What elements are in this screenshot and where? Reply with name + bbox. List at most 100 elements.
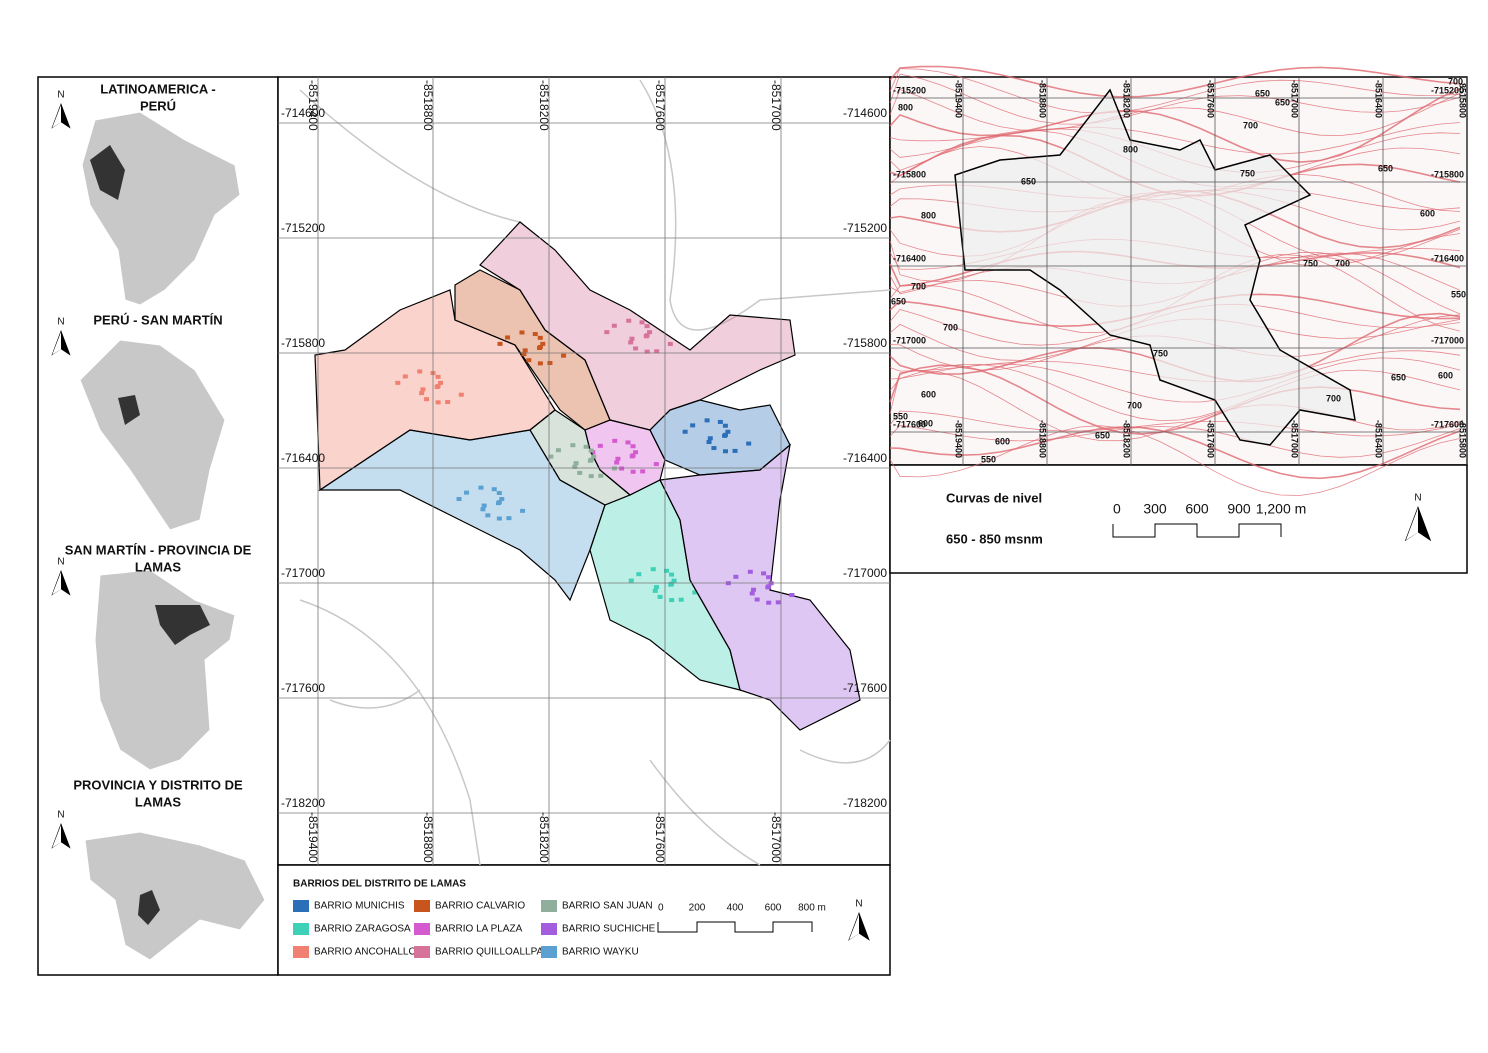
legend-label: BARRIO MUNICHIS <box>314 901 405 912</box>
legend-swatch <box>414 923 430 935</box>
building <box>464 490 470 495</box>
contour-line <box>889 65 1461 98</box>
north-label: N <box>57 90 64 101</box>
y-grid-label: -717600 <box>843 681 887 695</box>
building <box>591 454 597 459</box>
building <box>561 353 567 358</box>
legend-swatch <box>293 900 309 912</box>
building <box>761 571 767 576</box>
contour-line <box>889 68 1461 114</box>
building <box>639 320 645 325</box>
x-grid-label: -8518200 <box>1122 420 1132 458</box>
legend-label: BARRIO ZARAGOSA <box>314 924 411 935</box>
locator-title: PROVINCIA Y DISTRITO DE <box>73 777 243 792</box>
contour-label: 700 <box>911 281 926 291</box>
x-grid-label: -8519400 <box>954 80 964 118</box>
contour-label: 800 <box>1123 144 1138 154</box>
building <box>682 429 688 434</box>
x-grid-label: -8518800 <box>1038 80 1048 118</box>
province-map <box>84 831 266 961</box>
x-grid-label: -8517000 <box>769 80 783 131</box>
north-arrow-half <box>849 914 859 940</box>
building <box>722 449 728 454</box>
road <box>299 89 521 223</box>
building <box>653 462 659 467</box>
x-grid-label: -8517000 <box>769 812 783 863</box>
scale-label: 600 <box>765 903 782 914</box>
scale-label: 600 <box>1185 501 1209 517</box>
lamas-highlight <box>155 605 210 645</box>
building <box>496 516 502 521</box>
building <box>678 597 684 602</box>
y-grid-label: -717600 <box>281 681 325 695</box>
road <box>649 759 761 866</box>
building <box>611 466 617 471</box>
building <box>732 448 738 453</box>
building <box>644 324 650 329</box>
scale-label: 1,200 m <box>1256 501 1307 517</box>
contour-line <box>889 364 1461 435</box>
north-arrow-half <box>1405 508 1418 541</box>
building <box>597 443 603 448</box>
y-grid-label: -715200 <box>893 85 926 95</box>
y-grid-label: -715800 <box>843 336 887 350</box>
y-grid-label: -717000 <box>281 566 325 580</box>
locator-title: SAN MARTÍN - PROVINCIA DE <box>65 542 252 557</box>
building <box>588 448 594 453</box>
building <box>572 464 578 469</box>
north-label: N <box>57 557 64 568</box>
contour-label: 650 <box>1378 163 1393 173</box>
north-arrow-half <box>52 332 61 355</box>
road <box>299 599 481 866</box>
building <box>435 374 441 379</box>
x-grid-label: -8517000 <box>1290 80 1300 118</box>
contour-label: 750 <box>1240 168 1255 178</box>
north-label: N <box>855 899 862 910</box>
contour-label: 600 <box>921 389 936 399</box>
y-grid-label: -717000 <box>1431 335 1464 345</box>
building <box>630 453 636 458</box>
scale-bar <box>1112 523 1282 538</box>
north-arrow-half <box>52 825 61 848</box>
building <box>588 474 594 479</box>
building <box>478 485 484 490</box>
contour-label: 600 <box>995 436 1010 446</box>
building <box>555 448 561 453</box>
building <box>611 323 617 328</box>
contour-label: 700 <box>943 322 958 332</box>
legend-frame <box>277 864 891 976</box>
contour-line <box>889 73 1461 125</box>
locator-title: PERÚ <box>140 98 176 113</box>
building <box>438 380 444 385</box>
building <box>499 497 505 502</box>
contour-label: 800 <box>898 102 913 112</box>
x-grid-label: -8519400 <box>306 80 320 131</box>
contour-label: 550 <box>1451 289 1466 299</box>
y-grid-label: -717600 <box>893 419 926 429</box>
legend-swatch <box>414 900 430 912</box>
building <box>612 438 618 443</box>
building <box>669 572 675 577</box>
contour-label: 550 <box>981 454 996 464</box>
building <box>722 423 728 428</box>
building <box>766 584 772 589</box>
building <box>626 318 632 323</box>
building <box>647 330 653 335</box>
building <box>725 429 731 434</box>
building <box>640 469 646 474</box>
x-grid-label: -8518800 <box>1038 420 1048 458</box>
building <box>615 456 621 461</box>
building <box>522 348 528 353</box>
contour-label: 700 <box>1335 258 1350 268</box>
building <box>520 508 526 513</box>
building <box>664 568 670 573</box>
y-grid-label: -715200 <box>281 221 325 235</box>
legend-label: BARRIO CALVARIO <box>435 901 525 912</box>
x-grid-label: -8518200 <box>1122 80 1132 118</box>
building <box>519 330 525 335</box>
locator-title: LAMAS <box>135 559 182 574</box>
building <box>588 457 594 462</box>
road <box>799 739 891 764</box>
